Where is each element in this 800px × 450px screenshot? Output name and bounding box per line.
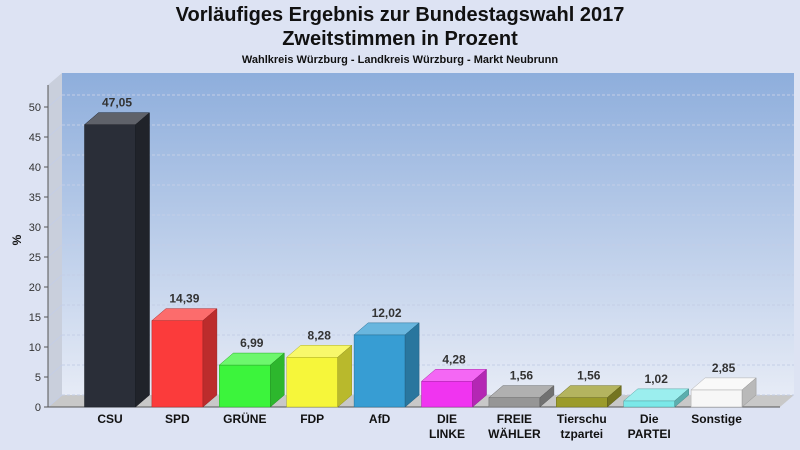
gridline-side bbox=[47, 364, 63, 378]
x-tick-label: SPD bbox=[165, 412, 190, 426]
bar-front bbox=[623, 400, 675, 408]
gridline-side bbox=[47, 154, 63, 168]
y-tick-label: 25 bbox=[29, 252, 41, 264]
bar-front bbox=[151, 320, 204, 408]
x-tick-label: Sonstige bbox=[691, 412, 742, 426]
y-tick-label: 15 bbox=[29, 312, 41, 324]
bar-9 bbox=[690, 377, 757, 408]
bar-front bbox=[488, 397, 541, 408]
chart-title: Vorläufiges Ergebnis zur Bundestagswahl … bbox=[175, 4, 625, 26]
bar-1 bbox=[151, 308, 218, 408]
gridline-side bbox=[47, 334, 63, 348]
plot-left-wall bbox=[48, 73, 62, 407]
gridline-side bbox=[47, 184, 63, 198]
bar-side bbox=[472, 368, 487, 408]
bar-side bbox=[135, 112, 150, 408]
x-tick-label: AfD bbox=[369, 412, 391, 426]
y-tick-label: 0 bbox=[35, 402, 41, 414]
gridline-side bbox=[47, 394, 63, 408]
data-label: 14,39 bbox=[169, 292, 199, 306]
bar-front bbox=[353, 334, 406, 408]
bar-side bbox=[404, 322, 420, 408]
y-tick-label: 45 bbox=[29, 132, 41, 144]
data-label: 47,05 bbox=[102, 96, 132, 110]
y-tick-label: 40 bbox=[29, 162, 41, 174]
x-tick-label: tzpartei bbox=[560, 427, 603, 441]
data-label: 6,99 bbox=[240, 336, 264, 350]
data-label: 2,85 bbox=[712, 361, 736, 375]
bar-side bbox=[607, 385, 622, 408]
bar-front bbox=[690, 389, 743, 408]
x-tick-label: GRÜNE bbox=[223, 411, 266, 426]
x-tick-label: PARTEI bbox=[628, 427, 671, 441]
data-label: 1,56 bbox=[577, 369, 601, 383]
bar-front bbox=[556, 397, 608, 408]
gridline-side bbox=[47, 94, 63, 108]
gridline-side bbox=[47, 124, 63, 138]
x-tick-label: WÄHLER bbox=[488, 426, 541, 441]
chart-subtitle: Zweitstimmen in Prozent bbox=[282, 28, 518, 50]
bar-side bbox=[539, 385, 555, 408]
bar-front bbox=[286, 357, 338, 408]
bar-4 bbox=[353, 322, 420, 408]
gridline-side bbox=[47, 274, 63, 288]
chart-region-subtitle: Wahlkreis Würzburg - Landkreis Würzburg … bbox=[241, 54, 559, 66]
x-tick-label: FREIE bbox=[497, 412, 532, 426]
x-tick-label: Die bbox=[640, 412, 659, 426]
bar-front bbox=[219, 364, 271, 408]
x-tick-label: LINKE bbox=[429, 427, 465, 441]
y-tick-label: 50 bbox=[29, 102, 41, 114]
bar-0 bbox=[83, 112, 151, 408]
x-tick-label: Tierschu bbox=[557, 412, 607, 426]
y-tick-label: 30 bbox=[29, 222, 41, 234]
bar-side bbox=[337, 344, 352, 408]
x-tick-label: FDP bbox=[300, 412, 324, 426]
bar-3 bbox=[286, 344, 353, 408]
gridline-side bbox=[47, 304, 63, 318]
bar-5 bbox=[420, 368, 488, 408]
bar-side bbox=[270, 352, 285, 408]
bar-8 bbox=[623, 388, 690, 408]
y-axis-label: % bbox=[10, 234, 24, 245]
data-label: 8,28 bbox=[308, 328, 332, 342]
x-tick-label: CSU bbox=[97, 412, 122, 426]
x-tick-label: DIE bbox=[437, 412, 457, 426]
data-label: 4,28 bbox=[442, 352, 466, 366]
bar-side bbox=[674, 388, 689, 408]
data-label: 1,02 bbox=[645, 372, 669, 386]
y-tick-label: 35 bbox=[29, 192, 41, 204]
data-label: 12,02 bbox=[372, 306, 402, 320]
y-tick-label: 5 bbox=[35, 372, 41, 384]
bar-2 bbox=[218, 352, 285, 408]
bar-6 bbox=[488, 385, 555, 408]
gridline-side bbox=[47, 214, 63, 228]
bar-side bbox=[202, 308, 218, 408]
gridline-side bbox=[47, 244, 63, 258]
data-label: 1,56 bbox=[510, 369, 534, 383]
bar-7 bbox=[555, 385, 622, 408]
bar-front bbox=[84, 124, 136, 408]
bar-side bbox=[741, 377, 757, 408]
bar-front bbox=[421, 381, 473, 408]
y-tick-label: 10 bbox=[29, 342, 41, 354]
y-tick-label: 20 bbox=[29, 282, 41, 294]
